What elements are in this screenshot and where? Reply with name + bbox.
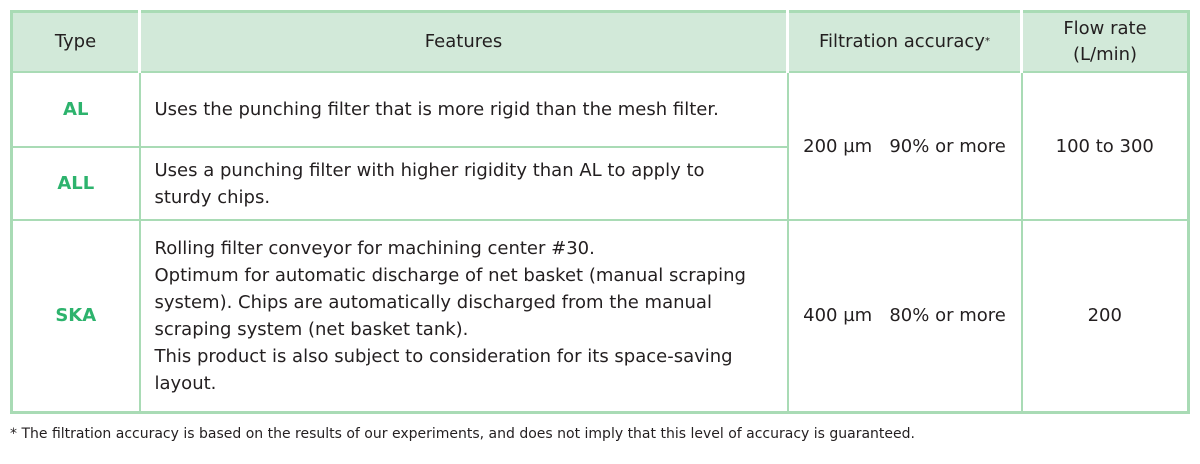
header-type: Type [11,11,140,72]
header-accuracy-label: Filtration accuracy [819,31,985,52]
type-cell: ALL [10,146,141,221]
flow-cell: 200 [1020,219,1190,413]
flow-cell: 100 to 300 [1020,71,1190,221]
feature-line: This product is also subject to consider… [154,345,733,394]
header-flow-line2: (L/min) [1072,44,1138,65]
type-cell: AL [10,71,141,148]
accuracy-cell: 200 µm 90% or more [786,71,1023,221]
table-row: ALL Uses a punching filter with higher r… [10,146,1189,221]
header-row: Type Features Filtration accuracy* Flow … [11,11,1189,72]
feature-line: Optimum for automatic discharge of net b… [154,264,746,340]
header-features: Features [138,11,788,72]
features-cell: Rolling filter conveyor for machining ce… [138,219,789,413]
table-row: SKA Rolling filter conveyor for machinin… [10,219,1190,413]
header-flow-line1: Flow rate [1063,18,1147,39]
table-row: AL Uses the punching filter that is more… [10,71,1190,221]
features-cell: Uses the punching filter that is more ri… [138,71,789,148]
feature-line: Rolling filter conveyor for machining ce… [154,237,595,259]
accuracy-cell: 400 µm 80% or more [786,219,1023,413]
features-cell: Uses a punching filter with higher rigid… [138,146,789,221]
type-cell: SKA [10,219,141,413]
header-accuracy: Filtration accuracy* [786,11,1022,72]
footnote-mark: * [984,36,990,47]
product-table: Type Features Filtration accuracy* Flow … [10,10,1190,414]
footnote: * The filtration accuracy is based on th… [10,426,915,442]
header-flow: Flow rate (L/min) [1020,11,1189,72]
